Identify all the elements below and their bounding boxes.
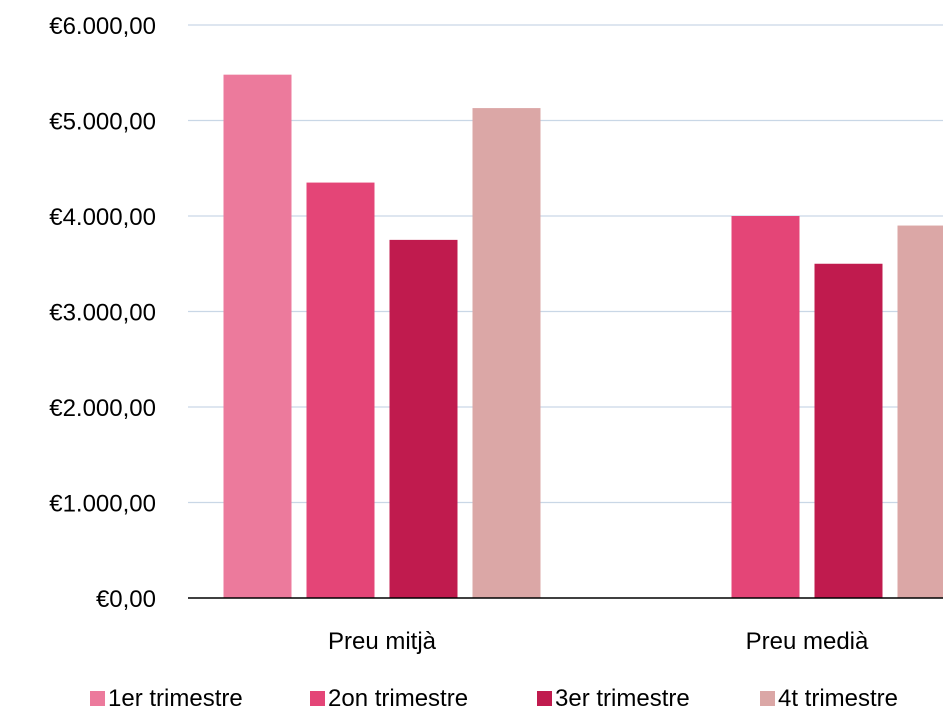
legend-label: 2on trimestre — [328, 685, 468, 712]
legend-label: 1er trimestre — [108, 685, 243, 712]
y-tick-label: €6.000,00 — [49, 13, 156, 40]
x-tick-label: Preu mitjà — [328, 628, 437, 655]
y-axis-ticks: €0,00 €1.000,00 €2.000,00 €3.000,00 €4.000,0… — [49, 13, 156, 613]
y-tick-label: €1.000,00 — [49, 491, 156, 518]
bar-4t-trimestre-2 — [897, 225, 943, 599]
y-tick-label: €5.000,00 — [49, 109, 156, 136]
y-tick-label: €3.000,00 — [49, 300, 156, 327]
x-tick-label: Preu medià — [746, 628, 869, 655]
bar-4t-trimestre-1 — [472, 108, 541, 599]
bars — [223, 74, 943, 599]
bar-2on-trimestre-1 — [306, 182, 375, 598]
y-tick-label: €4.000,00 — [49, 204, 156, 231]
y-tick-label: €0,00 — [96, 586, 156, 613]
legend: 1er trimestre 2on trimestre 3er trimestre 4… — [90, 685, 898, 712]
legend-swatch — [90, 691, 105, 706]
legend-swatch — [537, 691, 552, 706]
bar-1er-trimestre-1 — [223, 74, 292, 598]
bar-3er-trimestre-2 — [814, 263, 883, 598]
legend-label: 3er trimestre — [555, 685, 690, 712]
bar-2on-trimestre-2 — [731, 216, 800, 598]
legend-label: 4t trimestre — [778, 685, 898, 712]
legend-swatch — [760, 691, 775, 706]
bar-3er-trimestre-1 — [389, 239, 458, 598]
y-tick-label: €2.000,00 — [49, 395, 156, 422]
category-labels: Preu mitjà Preu medià — [328, 628, 869, 655]
legend-swatch — [310, 691, 325, 706]
